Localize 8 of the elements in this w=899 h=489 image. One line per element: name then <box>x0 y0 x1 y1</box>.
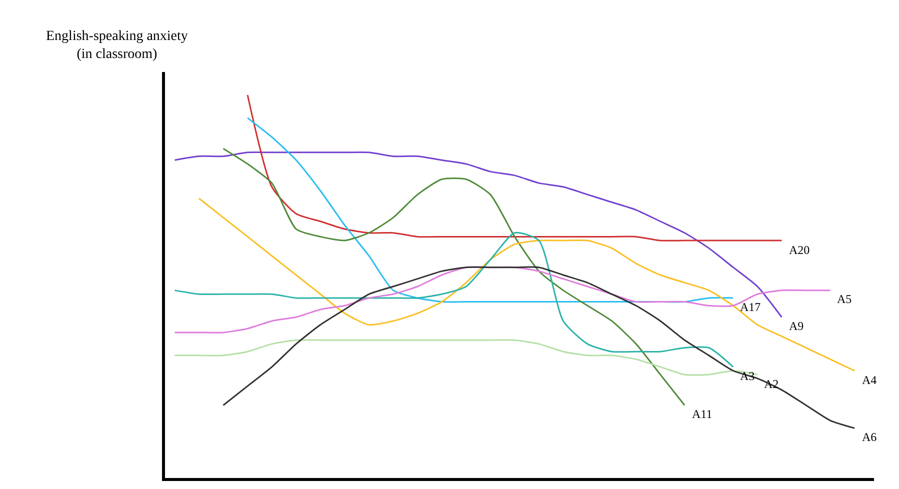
y-axis-title: English-speaking anxiety (in classroom) <box>46 29 188 62</box>
series-label: A17 <box>740 300 761 314</box>
series-label: A6 <box>862 430 877 444</box>
series-label: A4 <box>862 373 877 387</box>
series-label: A5 <box>837 292 852 306</box>
series-label: A11 <box>692 407 712 421</box>
series-label: A9 <box>789 319 804 333</box>
series-label: A20 <box>789 243 810 257</box>
